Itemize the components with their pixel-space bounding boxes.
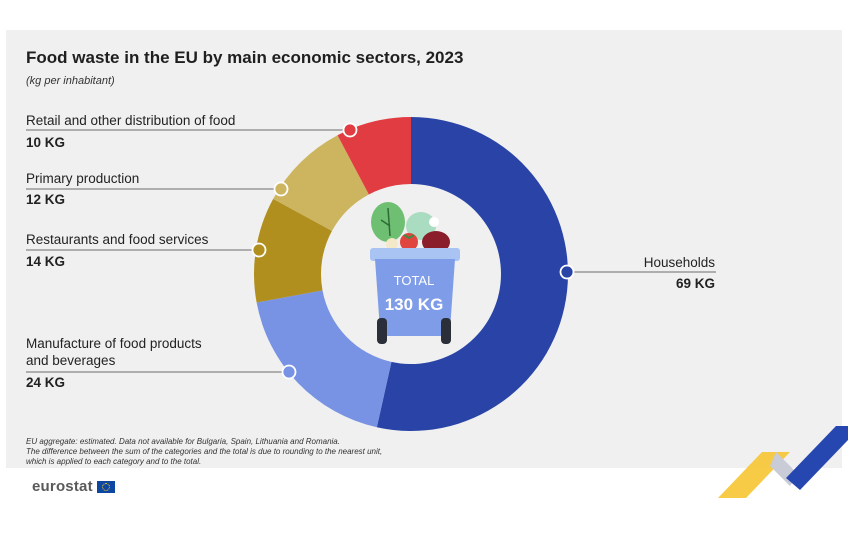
marker-restaurants	[251, 242, 267, 258]
total-label: TOTAL	[394, 273, 435, 288]
tomato-stem-icon	[403, 234, 415, 240]
tomato-icon	[400, 233, 418, 251]
footnote-line: The difference between the sum of the ca…	[26, 447, 383, 456]
bin-wheel-icon	[377, 318, 387, 344]
garlic-icon	[429, 217, 439, 227]
meat-icon	[422, 231, 450, 253]
egg-icon	[386, 238, 398, 250]
chart-title: Food waste in the EU by main economic se…	[26, 48, 464, 67]
marker-manufacture	[281, 364, 297, 380]
label-restaurants: Restaurants and food services	[26, 232, 209, 247]
label-manufacture-line-1: Manufacture of food products	[26, 336, 202, 351]
label-manufacture-line-2: and beverages	[26, 353, 116, 368]
slice-households	[376, 117, 568, 432]
slice-manufacture	[256, 290, 392, 428]
eurostat-wordmark: eurostat	[32, 478, 93, 495]
marker-households	[559, 264, 575, 280]
footnote-line: EU aggregate: estimated. Data not availa…	[26, 437, 340, 446]
value-primary-production: 12 KG	[26, 192, 66, 207]
marker-primary-production	[273, 181, 289, 197]
value-manufacture: 24 KG	[26, 375, 66, 390]
ribbon-blue-decoration	[786, 426, 848, 490]
lettuce-icon	[371, 202, 405, 242]
eurostat-logo: eurostat	[32, 478, 115, 495]
slice-restaurants	[254, 198, 332, 303]
footnote-line: which is applied to each category and to…	[26, 457, 202, 466]
bin-lid-icon	[370, 248, 460, 261]
label-retail: Retail and other distribution of food	[26, 113, 236, 128]
eu-flag-icon	[96, 480, 115, 493]
value-retail: 10 KG	[26, 135, 66, 150]
total-value: 130 KG	[385, 295, 444, 314]
label-primary-production: Primary production	[26, 171, 140, 186]
marker-retail	[342, 122, 358, 138]
bin-body-icon	[375, 259, 455, 336]
slice-primary-production	[273, 135, 369, 231]
value-households: 69 KG	[675, 276, 715, 291]
label-households: Households	[643, 255, 715, 270]
bin-wheel-icon	[441, 318, 451, 344]
leaf-vein-icon	[380, 207, 391, 237]
value-restaurants: 14 KG	[26, 254, 66, 269]
slice-retail	[337, 117, 411, 195]
footnote: EU aggregate: estimated. Data not availa…	[26, 437, 446, 467]
chart-subtitle: (kg per inhabitant)	[26, 75, 115, 87]
